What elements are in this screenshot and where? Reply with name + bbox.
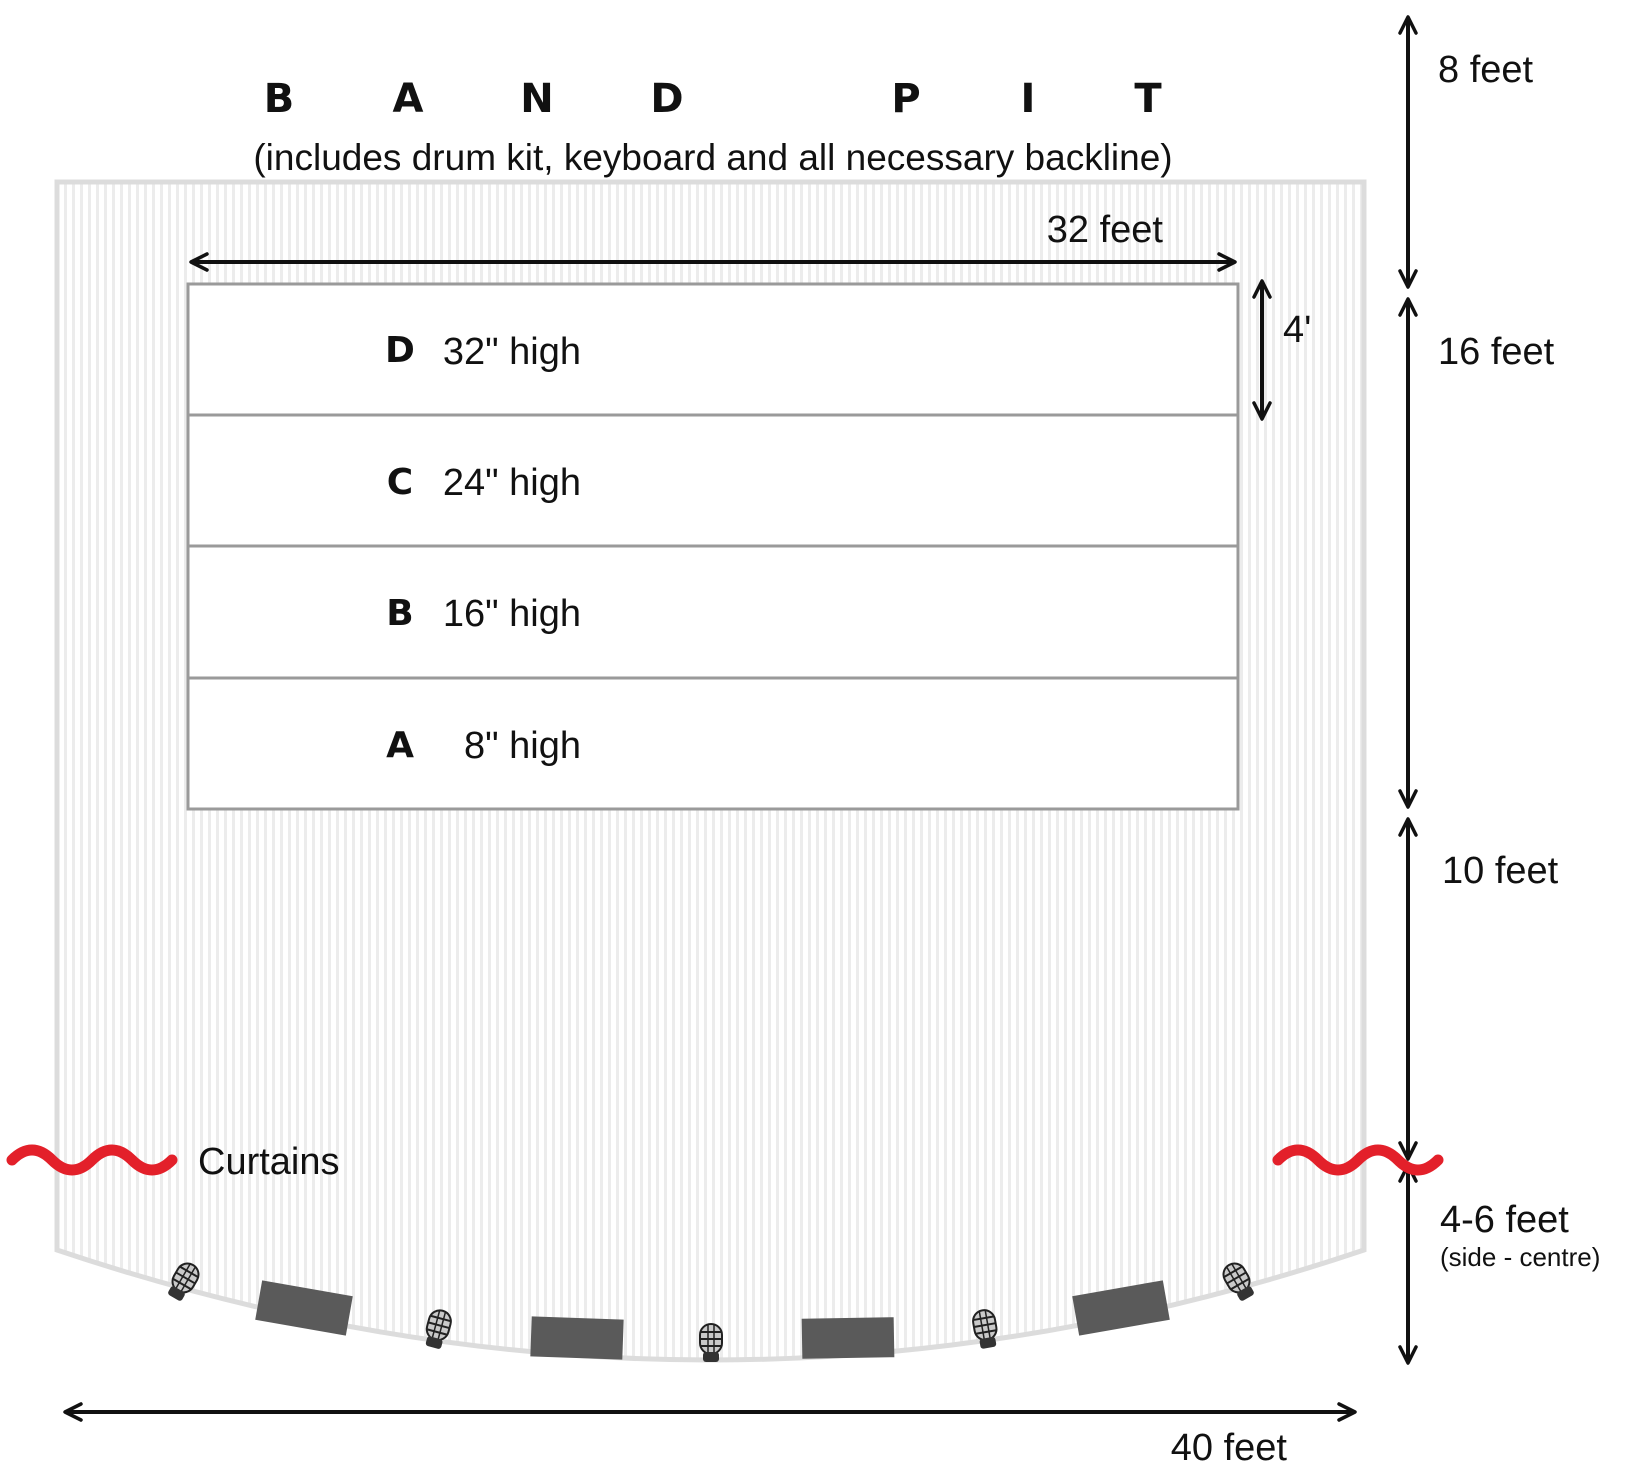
riser-stack: D 32" high C 24" high B 16" high A 8" hi… <box>186 282 1240 811</box>
floor-monitor <box>530 1316 624 1360</box>
floor-monitors <box>255 1280 1170 1360</box>
front-section-label: 10 feet <box>1442 850 1559 892</box>
floor-monitor <box>255 1280 353 1336</box>
floor-monitor <box>801 1317 895 1359</box>
riser-depth-label: 4' <box>1283 309 1311 351</box>
riser-height-label: 24" high <box>443 462 581 504</box>
title-letter: D <box>650 76 683 122</box>
back-depth-label: 8 feet <box>1438 49 1534 91</box>
apron-note: (side - centre) <box>1440 1242 1600 1272</box>
riser-d <box>186 282 1240 417</box>
curtain-left-icon <box>6 1144 178 1176</box>
riser-c <box>186 413 1240 548</box>
riser-width-label: 32 feet <box>1047 209 1164 251</box>
riser-letter: D <box>385 330 415 371</box>
title-letter: T <box>1134 76 1162 122</box>
title-letter: A <box>393 76 424 122</box>
riser-letter: C <box>387 462 413 503</box>
riser-height-label: 16" high <box>443 593 581 635</box>
apron-label: 4-6 feet <box>1440 1199 1569 1241</box>
title-letter: N <box>520 76 553 122</box>
riser-letter: A <box>386 725 414 766</box>
riser-letter: B <box>386 593 413 634</box>
riser-height-label: 8" high <box>464 725 581 767</box>
riser-b <box>186 544 1240 680</box>
floor-monitor <box>1072 1280 1170 1336</box>
band-pit-title: B A N D P I T <box>264 76 1163 122</box>
title-letter: B <box>264 76 295 122</box>
curtains-label: Curtains <box>198 1141 340 1183</box>
riser-section-label: 16 feet <box>1438 331 1555 373</box>
riser-height-label: 32" high <box>443 331 581 373</box>
band-pit-subtitle: (includes drum kit, keyboard and all nec… <box>253 137 1172 178</box>
title-letter: I <box>1021 76 1036 122</box>
riser-a <box>186 676 1240 811</box>
microphone-icon <box>699 1323 723 1363</box>
stage-width-label: 40 feet <box>1171 1427 1288 1469</box>
title-letter: P <box>891 76 920 122</box>
curtain-right-icon <box>1272 1144 1444 1176</box>
